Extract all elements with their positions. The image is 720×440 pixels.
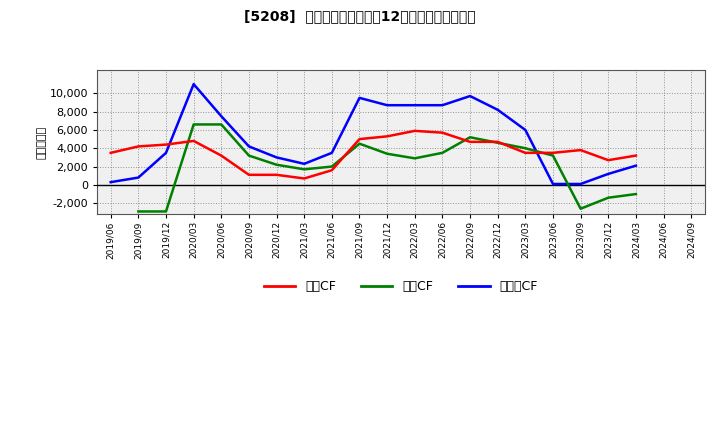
投資CF	[217, 122, 225, 127]
Line: 投資CF: 投資CF	[138, 125, 636, 212]
投資CF	[521, 146, 530, 151]
フリーCF	[410, 103, 419, 108]
投資CF	[134, 209, 143, 214]
フリーCF	[438, 103, 446, 108]
Line: フリーCF: フリーCF	[111, 84, 636, 184]
営業CF	[493, 139, 502, 144]
営業CF	[300, 176, 309, 181]
フリーCF	[576, 181, 585, 187]
投資CF	[245, 153, 253, 158]
営業CF	[217, 153, 225, 158]
営業CF	[272, 172, 281, 177]
投資CF	[438, 150, 446, 155]
Text: [5208]  キャッシュフローの12か月移動合計の推移: [5208] キャッシュフローの12か月移動合計の推移	[244, 9, 476, 23]
投資CF	[328, 164, 336, 169]
営業CF	[162, 142, 171, 147]
投資CF	[576, 206, 585, 211]
フリーCF	[549, 181, 557, 187]
フリーCF	[328, 150, 336, 155]
フリーCF	[189, 81, 198, 87]
営業CF	[438, 130, 446, 136]
フリーCF	[107, 180, 115, 185]
営業CF	[466, 139, 474, 144]
営業CF	[189, 138, 198, 143]
投資CF	[300, 167, 309, 172]
営業CF	[576, 147, 585, 153]
投資CF	[466, 135, 474, 140]
営業CF	[245, 172, 253, 177]
投資CF	[272, 162, 281, 167]
営業CF	[549, 150, 557, 155]
フリーCF	[217, 114, 225, 119]
フリーCF	[355, 95, 364, 100]
営業CF	[107, 150, 115, 155]
Legend: 営業CF, 投資CF, フリーCF: 営業CF, 投資CF, フリーCF	[259, 275, 543, 298]
営業CF	[604, 158, 613, 163]
フリーCF	[245, 144, 253, 149]
営業CF	[383, 134, 392, 139]
営業CF	[631, 153, 640, 158]
投資CF	[604, 195, 613, 200]
営業CF	[410, 128, 419, 133]
営業CF	[521, 150, 530, 155]
フリーCF	[604, 171, 613, 176]
投資CF	[162, 209, 171, 214]
投資CF	[631, 191, 640, 197]
フリーCF	[272, 155, 281, 160]
投資CF	[493, 140, 502, 145]
フリーCF	[300, 161, 309, 166]
フリーCF	[162, 150, 171, 155]
営業CF	[328, 168, 336, 173]
Line: 営業CF: 営業CF	[111, 131, 636, 179]
フリーCF	[383, 103, 392, 108]
Y-axis label: （百万円）: （百万円）	[37, 126, 47, 159]
投資CF	[383, 151, 392, 156]
投資CF	[410, 156, 419, 161]
投資CF	[549, 153, 557, 158]
フリーCF	[631, 163, 640, 169]
フリーCF	[466, 93, 474, 99]
フリーCF	[493, 107, 502, 113]
フリーCF	[134, 175, 143, 180]
投資CF	[355, 141, 364, 147]
営業CF	[134, 144, 143, 149]
営業CF	[355, 136, 364, 142]
投資CF	[189, 122, 198, 127]
フリーCF	[521, 127, 530, 132]
